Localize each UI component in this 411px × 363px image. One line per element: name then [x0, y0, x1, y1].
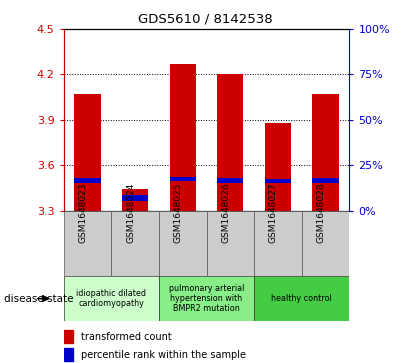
Text: healthy control: healthy control	[271, 294, 332, 303]
Bar	[265, 123, 291, 211]
Text: transformed count: transformed count	[81, 332, 172, 342]
Text: GSM1648027: GSM1648027	[269, 182, 278, 243]
Bar	[64, 276, 159, 321]
Text: GSM1648024: GSM1648024	[126, 182, 135, 243]
Text: GSM1648026: GSM1648026	[222, 182, 230, 243]
Text: GDS5610 / 8142538: GDS5610 / 8142538	[138, 13, 273, 26]
Bar	[64, 330, 73, 343]
Bar	[302, 211, 349, 276]
Bar	[217, 178, 243, 183]
Bar	[254, 211, 302, 276]
Bar	[64, 348, 73, 361]
Bar	[312, 94, 339, 211]
Bar	[159, 211, 206, 276]
Text: percentile rank within the sample: percentile rank within the sample	[81, 350, 247, 360]
Bar	[74, 94, 101, 211]
Bar	[170, 176, 196, 181]
Bar	[254, 276, 349, 321]
Text: GSM1648028: GSM1648028	[316, 182, 326, 243]
Bar	[159, 276, 254, 321]
Bar	[312, 178, 339, 183]
Bar	[206, 211, 254, 276]
Text: GSM1648023: GSM1648023	[79, 182, 88, 243]
Text: pulmonary arterial
hypertension with
BMPR2 mutation: pulmonary arterial hypertension with BMP…	[169, 284, 244, 314]
Bar	[74, 178, 101, 183]
Text: idiopathic dilated
cardiomyopathy: idiopathic dilated cardiomyopathy	[76, 289, 146, 308]
Text: disease state: disease state	[4, 294, 74, 303]
Bar	[170, 64, 196, 211]
Bar	[64, 211, 111, 276]
Bar	[122, 195, 148, 201]
Bar	[217, 74, 243, 211]
Bar	[265, 179, 291, 183]
Bar	[111, 211, 159, 276]
Bar	[122, 189, 148, 211]
Text: GSM1648025: GSM1648025	[174, 182, 183, 243]
